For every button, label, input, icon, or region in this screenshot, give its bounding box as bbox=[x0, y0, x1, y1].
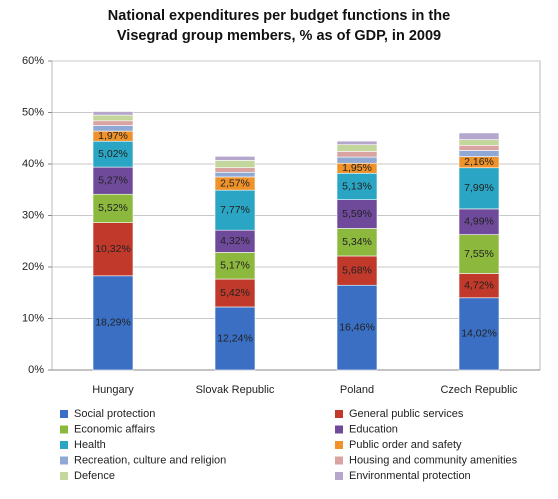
legend-label: Economic affairs bbox=[74, 423, 156, 435]
value-label: 7,77% bbox=[220, 204, 250, 216]
bar-segment bbox=[458, 139, 500, 146]
value-label: 18,29% bbox=[95, 317, 131, 329]
value-label: 10,32% bbox=[95, 243, 131, 255]
value-label: 16,46% bbox=[339, 321, 375, 333]
value-label: 5,59% bbox=[342, 208, 372, 220]
legend-label: Recreation, culture and religion bbox=[74, 454, 226, 466]
bar-segment bbox=[92, 275, 134, 371]
legend-swatch bbox=[60, 425, 68, 434]
legend-swatch bbox=[335, 410, 343, 418]
value-label: 5,17% bbox=[220, 260, 250, 272]
value-label: 5,42% bbox=[220, 287, 250, 299]
legend-label: Housing and community amenities bbox=[349, 454, 518, 466]
legend-swatch bbox=[335, 441, 343, 449]
legend-label: Social protection bbox=[74, 408, 155, 420]
bar-segment bbox=[92, 193, 134, 223]
x-tick-label: Czech Republic bbox=[440, 384, 518, 396]
y-tick-label: 50% bbox=[22, 106, 44, 118]
bar-segment bbox=[214, 167, 256, 173]
bar-segment bbox=[336, 156, 378, 164]
chart-title: National expenditures per budget functio… bbox=[107, 8, 451, 44]
value-label: 5,34% bbox=[342, 236, 372, 248]
y-tick-label: 30% bbox=[22, 209, 44, 221]
value-label: 1,97% bbox=[98, 130, 128, 142]
legend-swatch bbox=[60, 441, 68, 449]
legend-label: Public order and safety bbox=[349, 439, 462, 451]
legend-swatch bbox=[60, 410, 68, 418]
value-label: 2,16% bbox=[464, 156, 494, 168]
value-label: 4,72% bbox=[464, 279, 494, 291]
value-label: 7,55% bbox=[464, 248, 494, 260]
bar-segment bbox=[214, 252, 256, 280]
bar-segment bbox=[336, 144, 378, 152]
legend-swatch bbox=[335, 456, 343, 465]
value-label: 2,57% bbox=[220, 177, 250, 189]
legend-swatch bbox=[335, 472, 343, 480]
bar-segment bbox=[458, 132, 500, 140]
legend-label: General public services bbox=[349, 408, 464, 420]
bar-segment bbox=[92, 222, 134, 277]
bar-segment bbox=[336, 151, 378, 158]
bar-segment bbox=[458, 150, 500, 157]
y-tick-label: 40% bbox=[22, 158, 44, 170]
bar-segment bbox=[336, 199, 378, 229]
bar-segment bbox=[92, 111, 134, 116]
legend-label: Environmental protection bbox=[349, 470, 471, 482]
x-tick-label: Poland bbox=[340, 384, 374, 396]
value-label: 1,95% bbox=[342, 162, 372, 174]
y-tick-label: 10% bbox=[22, 312, 44, 324]
value-label: 5,68% bbox=[342, 264, 372, 276]
value-label: 7,99% bbox=[464, 182, 494, 194]
legend-swatch bbox=[60, 456, 68, 465]
bar-segment bbox=[92, 114, 134, 122]
y-tick-label: 60% bbox=[22, 55, 44, 67]
value-label: 12,24% bbox=[217, 332, 253, 344]
legend-swatch bbox=[335, 425, 343, 434]
value-label: 14,02% bbox=[461, 328, 497, 340]
value-label: 4,32% bbox=[220, 235, 250, 247]
legend-label: Defence bbox=[74, 470, 115, 482]
value-label: 4,99% bbox=[464, 216, 494, 228]
bar-segment bbox=[214, 160, 256, 168]
legend-label: Education bbox=[349, 423, 398, 435]
x-tick-label: Slovak Republic bbox=[196, 384, 275, 396]
bar-segment bbox=[458, 273, 500, 299]
y-tick-label: 20% bbox=[22, 261, 44, 273]
value-label: 5,27% bbox=[98, 174, 128, 186]
bar-segment bbox=[214, 156, 256, 161]
bar-segment bbox=[336, 228, 378, 257]
bar-segment bbox=[92, 120, 134, 126]
value-label: 5,02% bbox=[98, 148, 128, 160]
bar-segment bbox=[92, 125, 134, 132]
y-tick-label: 0% bbox=[28, 364, 44, 376]
bar-segment bbox=[214, 278, 256, 308]
bar-segment bbox=[214, 189, 256, 231]
bar-segment bbox=[458, 234, 500, 274]
legend-swatch bbox=[60, 472, 68, 480]
x-tick-label: Hungary bbox=[92, 384, 134, 396]
value-label: 5,52% bbox=[98, 202, 128, 214]
bar-segment bbox=[214, 171, 256, 178]
bar-segment bbox=[458, 208, 500, 235]
legend-label: Health bbox=[74, 439, 106, 451]
value-label: 5,13% bbox=[342, 180, 372, 192]
bar-segment bbox=[336, 140, 378, 145]
bar-segment bbox=[458, 145, 500, 151]
